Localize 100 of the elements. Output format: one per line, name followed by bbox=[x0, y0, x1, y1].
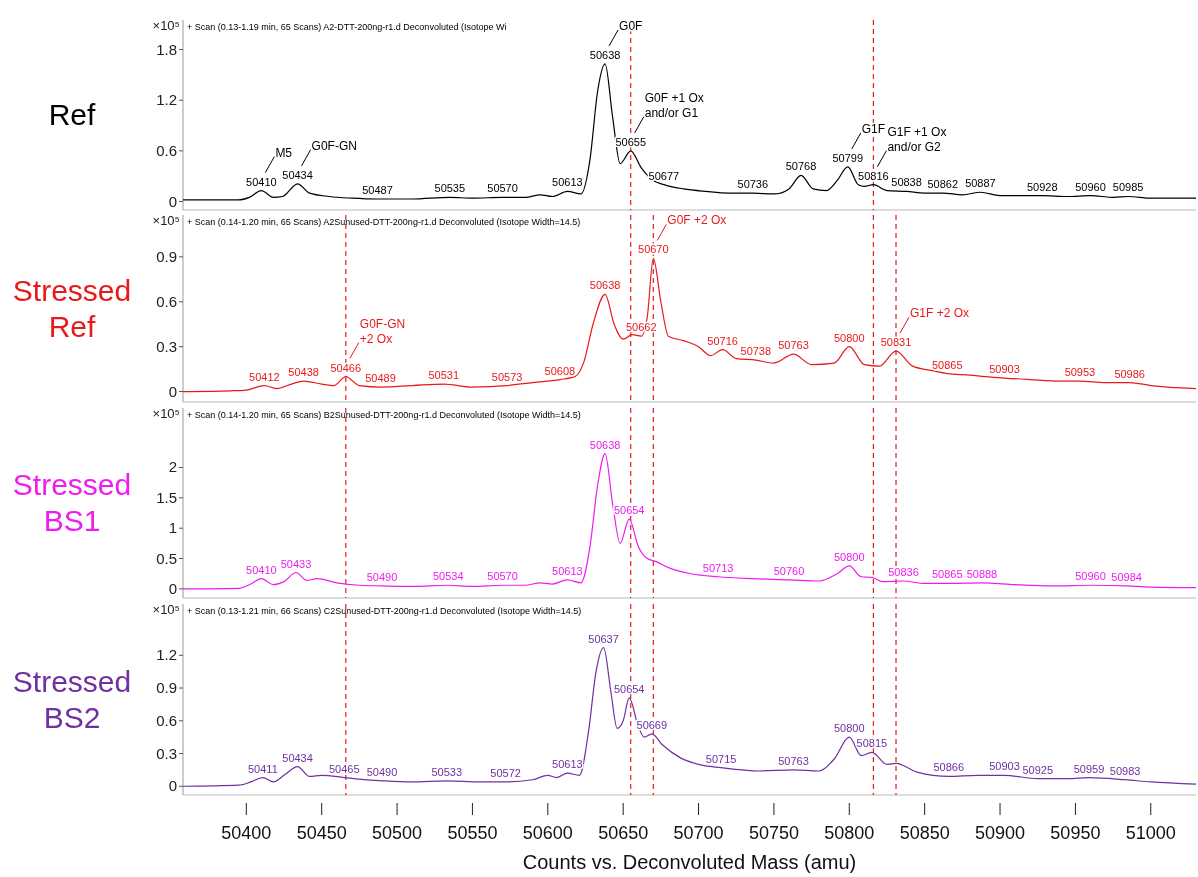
annotation: 50815 bbox=[856, 737, 888, 750]
annotation: 50953 bbox=[1064, 366, 1096, 379]
annotation: 50466 bbox=[330, 361, 362, 374]
annotation: 50613 bbox=[552, 758, 583, 771]
y-axis-title: ×10⁵ bbox=[152, 602, 180, 617]
chart-subtitle: + Scan (0.13-1.21 min, 66 Scans) C2Sunused-DTT-200ng-r1.d Deconvoluted (Isotope Width=14.5) bbox=[187, 606, 582, 616]
x-tick-label: 50600 bbox=[522, 823, 573, 843]
annotation: 50410 bbox=[246, 175, 277, 188]
annotation: 50654 bbox=[613, 682, 645, 695]
annotation: 50433 bbox=[280, 557, 312, 570]
annotation: 50960 bbox=[1075, 570, 1106, 583]
annotation: 50570 bbox=[487, 570, 518, 583]
annotation: 50434 bbox=[282, 751, 313, 764]
annotation: 50465 bbox=[329, 762, 360, 775]
annotation: 50638 bbox=[589, 438, 621, 451]
annotation: 50531 bbox=[428, 369, 460, 382]
annotation: 50438 bbox=[288, 366, 319, 379]
annotation: 50928 bbox=[1026, 180, 1058, 193]
x-tick-label: 50700 bbox=[673, 823, 724, 843]
y-tick-label: 0 bbox=[168, 777, 177, 795]
chart-subtitle: + Scan (0.14-1.20 min, 65 Scans) A2Sunused-DTT-200ng-r1.d Deconvoluted (Isotope Width=14.5) bbox=[187, 217, 581, 227]
annotation: 50715 bbox=[705, 752, 737, 765]
annotation: 50800 bbox=[833, 550, 865, 563]
y-tick-label: 1 bbox=[168, 519, 177, 537]
annotation: 50490 bbox=[366, 570, 398, 583]
y-tick-label: 2 bbox=[168, 458, 177, 476]
annotation: G1F +1 Ox and/or G2 bbox=[887, 124, 947, 154]
y-tick-label: 0.9 bbox=[156, 679, 177, 697]
x-axis-title: Counts vs. Deconvoluted Mass (amu) bbox=[522, 851, 857, 873]
y-tick-label: 1.8 bbox=[156, 40, 177, 58]
annotation: 50760 bbox=[773, 564, 805, 577]
annotation: 50534 bbox=[433, 570, 464, 583]
y-tick-label: 0 bbox=[168, 579, 177, 597]
text: Stressed Ref bbox=[12, 273, 132, 343]
annotation: 50865 bbox=[931, 568, 963, 581]
text: Ref bbox=[48, 98, 97, 131]
annotation: 50831 bbox=[880, 336, 912, 349]
annotation: 50410 bbox=[246, 563, 277, 576]
annotation: M5 bbox=[275, 145, 293, 160]
x-tick-label: 51000 bbox=[1125, 823, 1176, 843]
annotation: 50608 bbox=[544, 364, 576, 377]
annotation: 50888 bbox=[966, 567, 998, 580]
y-tick-label: 1.5 bbox=[156, 488, 177, 506]
annotation: 50638 bbox=[589, 48, 621, 61]
annotation: 50960 bbox=[1075, 180, 1106, 193]
annotation: 50983 bbox=[1109, 764, 1141, 777]
y-tick-label: 0.3 bbox=[156, 744, 177, 762]
annotation: 50862 bbox=[927, 178, 959, 191]
x-tick-label: 50500 bbox=[372, 823, 423, 843]
chart-subtitle: + Scan (0.14-1.20 min, 65 Scans) B2Sunused-DTT-200ng-r1.d Deconvoluted (Isotope Width=14.5) bbox=[187, 410, 581, 420]
annotation: 50570 bbox=[487, 182, 518, 195]
annotation: 50816 bbox=[858, 169, 889, 182]
annotation: 50613 bbox=[552, 564, 583, 577]
annotation: 50903 bbox=[989, 363, 1020, 376]
annotation: 50763 bbox=[778, 754, 809, 767]
annotation: 50768 bbox=[785, 160, 817, 173]
annotation: 50838 bbox=[891, 176, 922, 189]
y-axis-title: ×10⁵ bbox=[152, 18, 180, 33]
annotation: 50738 bbox=[740, 345, 772, 358]
annotation: 50925 bbox=[1022, 763, 1054, 776]
x-tick-label: 50950 bbox=[1050, 823, 1101, 843]
y-axis-title: ×10⁵ bbox=[152, 213, 180, 228]
chart-subtitle: + Scan (0.13-1.19 min, 65 Scans) A2-DTT-200ng-r1.d Deconvoluted (Isotope Wi bbox=[187, 22, 507, 32]
annotation: 50412 bbox=[249, 370, 280, 383]
annotation: 50655 bbox=[615, 135, 647, 148]
y-tick-label: 0.9 bbox=[156, 247, 177, 265]
annotation: G1F bbox=[861, 121, 886, 136]
x-tick-label: 50750 bbox=[748, 823, 799, 843]
annotation: 50763 bbox=[778, 339, 809, 352]
annotation: 50489 bbox=[365, 372, 396, 385]
x-tick-label: 50450 bbox=[296, 823, 347, 843]
y-tick-label: 1.2 bbox=[156, 91, 177, 109]
annotation: G1F +2 Ox bbox=[910, 306, 970, 321]
x-tick-label: 50650 bbox=[598, 823, 649, 843]
annotation: 50800 bbox=[833, 722, 865, 735]
annotation: 50572 bbox=[490, 766, 521, 779]
annotation: 50887 bbox=[965, 177, 996, 190]
annotation: G0F +2 Ox bbox=[667, 213, 727, 228]
annotation: 50487 bbox=[362, 184, 393, 197]
annotation: 50866 bbox=[933, 761, 965, 774]
text: Stressed BS2 bbox=[12, 664, 132, 734]
y-tick-label: 0 bbox=[168, 192, 177, 210]
annotation: 50836 bbox=[888, 566, 919, 578]
annotation: 50573 bbox=[491, 370, 523, 383]
annotation: 50637 bbox=[588, 632, 619, 645]
y-tick-label: 0.5 bbox=[156, 549, 177, 567]
y-axis-title: ×10⁵ bbox=[152, 406, 180, 421]
x-tick-label: 50900 bbox=[975, 823, 1026, 843]
annotation: 50654 bbox=[613, 504, 645, 517]
annotation: 50434 bbox=[282, 168, 313, 181]
annotation: G0F-GN +2 Ox bbox=[359, 316, 406, 346]
annotation: 50490 bbox=[366, 765, 398, 778]
y-tick-label: 0.3 bbox=[156, 337, 177, 355]
y-tick-label: 0.6 bbox=[156, 141, 177, 159]
y-tick-label: 0 bbox=[168, 382, 177, 400]
annotation: 50985 bbox=[1112, 181, 1144, 194]
annotation: 50800 bbox=[833, 331, 865, 344]
annotation: 50984 bbox=[1111, 570, 1142, 583]
y-tick-label: 0.6 bbox=[156, 711, 177, 729]
annotation: 50903 bbox=[989, 760, 1020, 773]
